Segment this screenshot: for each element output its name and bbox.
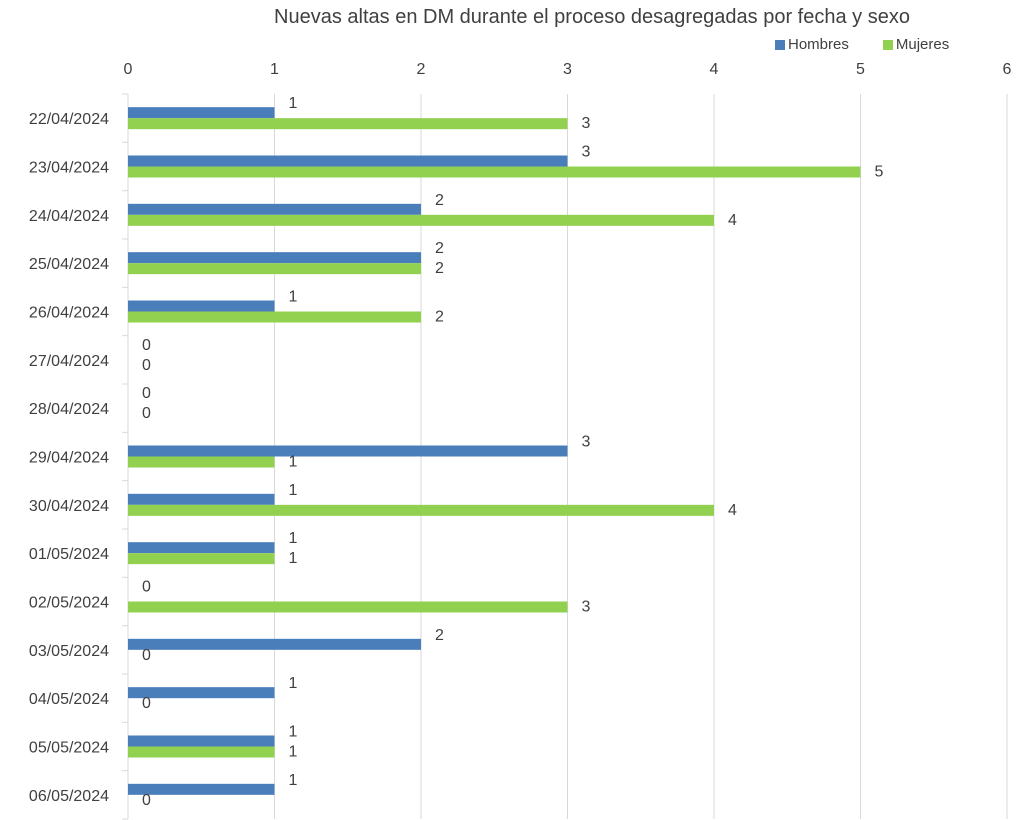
- data-label: 1: [289, 744, 298, 761]
- category-label: 03/05/2024: [29, 643, 109, 660]
- legend-label-mujeres: Mujeres: [895, 36, 950, 53]
- data-label: 3: [582, 115, 591, 132]
- bar-mujeres: [128, 311, 421, 323]
- bar-hombres: [128, 493, 275, 505]
- data-label: 0: [142, 357, 151, 374]
- data-label: 3: [582, 599, 591, 616]
- data-label: 2: [435, 627, 444, 644]
- data-label: 1: [289, 675, 298, 692]
- category-label: 01/05/2024: [29, 546, 109, 563]
- data-label: 4: [728, 212, 737, 229]
- legend-item-hombres: Hombres: [775, 36, 849, 53]
- bar-hombres: [128, 445, 568, 457]
- category-label: 28/04/2024: [29, 401, 109, 418]
- data-label: 3: [582, 434, 591, 451]
- category-label: 24/04/2024: [29, 208, 109, 225]
- data-label: 0: [142, 337, 151, 354]
- data-label: 1: [289, 454, 298, 471]
- data-label: 0: [142, 385, 151, 402]
- x-tick-label: 0: [124, 61, 133, 78]
- x-tick-label: 2: [417, 61, 426, 78]
- bar-hombres: [128, 203, 421, 215]
- bar-mujeres: [128, 456, 275, 468]
- category-label: 29/04/2024: [29, 450, 109, 467]
- bar-mujeres: [128, 118, 568, 130]
- category-label: 02/05/2024: [29, 595, 109, 612]
- x-tick-label: 6: [1003, 61, 1012, 78]
- legend-item-mujeres: Mujeres: [882, 36, 950, 53]
- data-label: 1: [289, 724, 298, 741]
- data-label: 1: [289, 530, 298, 547]
- bar-hombres: [128, 783, 275, 795]
- bar-mujeres: [128, 746, 275, 758]
- data-label: 0: [142, 647, 151, 664]
- bar-hombres: [128, 155, 568, 167]
- bar-mujeres: [128, 166, 861, 178]
- data-label: 2: [435, 260, 444, 277]
- data-label: 0: [142, 695, 151, 712]
- data-label: 3: [582, 144, 591, 161]
- bar-mujeres: [128, 263, 421, 275]
- bar-hombres: [128, 252, 421, 264]
- category-label: 22/04/2024: [29, 111, 109, 128]
- data-label: 2: [435, 240, 444, 257]
- bar-mujeres: [128, 214, 714, 226]
- x-tick-label: 5: [856, 61, 865, 78]
- data-label: 4: [728, 502, 737, 519]
- bar-hombres: [128, 638, 421, 650]
- legend-swatch-mujeres: [882, 39, 893, 50]
- data-label: 1: [289, 95, 298, 112]
- category-label: 27/04/2024: [29, 353, 109, 370]
- data-label: 0: [142, 792, 151, 809]
- data-label: 1: [289, 289, 298, 306]
- category-label: 23/04/2024: [29, 160, 109, 177]
- data-label: 0: [142, 579, 151, 596]
- data-label: 2: [435, 192, 444, 209]
- category-label: 05/05/2024: [29, 740, 109, 757]
- data-label: 1: [289, 550, 298, 567]
- legend-label-hombres: Hombres: [788, 36, 849, 53]
- category-label: 06/05/2024: [29, 788, 109, 805]
- bar-hombres: [128, 687, 275, 699]
- data-label: 0: [142, 405, 151, 422]
- bar-hombres: [128, 107, 275, 119]
- x-tick-label: 1: [270, 61, 279, 78]
- bar-hombres: [128, 542, 275, 554]
- bar-hombres: [128, 300, 275, 312]
- data-label: 1: [289, 772, 298, 789]
- x-tick-label: 4: [710, 61, 719, 78]
- data-label: 2: [435, 309, 444, 326]
- category-label: 25/04/2024: [29, 256, 109, 273]
- x-tick-label: 3: [563, 61, 572, 78]
- bar-mujeres: [128, 601, 568, 613]
- category-label: 30/04/2024: [29, 498, 109, 515]
- chart-title: Nuevas altas en DM durante el proceso de…: [274, 6, 910, 28]
- legend-swatch-hombres: [775, 39, 785, 50]
- bar-mujeres: [128, 553, 275, 565]
- data-label: 1: [289, 482, 298, 499]
- category-label: 04/05/2024: [29, 691, 109, 708]
- legend: Hombres Mujeres: [775, 36, 949, 53]
- bar-hombres: [128, 735, 275, 747]
- bar-mujeres: [128, 504, 714, 516]
- category-label: 26/04/2024: [29, 305, 109, 322]
- data-label: 5: [875, 164, 884, 181]
